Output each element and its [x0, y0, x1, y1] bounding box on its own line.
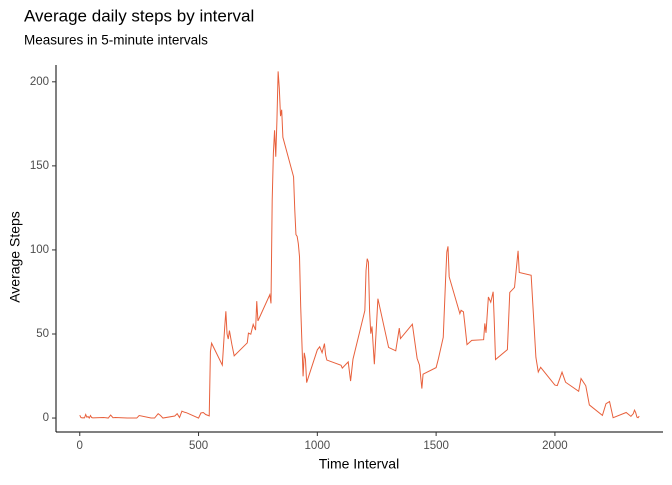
- chart-subtitle: Measures in 5-minute intervals: [24, 33, 208, 48]
- y-axis-title: Average Steps: [7, 211, 23, 303]
- y-tick-label: 150: [30, 160, 49, 172]
- x-tick-label: 1000: [305, 440, 331, 452]
- data-line: [79, 71, 640, 419]
- x-tick-label: 0: [77, 440, 83, 452]
- y-tick-label: 100: [30, 244, 49, 256]
- y-tick-label: 0: [43, 412, 49, 424]
- x-tick-label: 1500: [423, 440, 449, 452]
- y-tick-label: 200: [30, 76, 49, 88]
- y-tick-label: 50: [36, 328, 49, 340]
- x-tick-label: 500: [189, 440, 208, 452]
- x-axis-title: Time Interval: [319, 456, 399, 472]
- chart-title: Average daily steps by interval: [24, 6, 254, 25]
- x-tick-label: 2000: [542, 440, 568, 452]
